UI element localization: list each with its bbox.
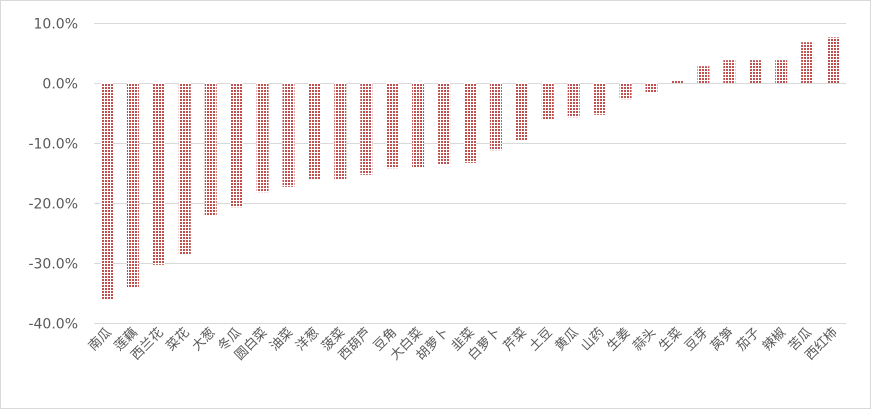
x-category-label: 菜花: [163, 325, 193, 355]
x-category-label: 黄瓜: [553, 325, 582, 354]
x-category-label: 南瓜: [85, 325, 115, 355]
bars: [101, 37, 839, 299]
bar: [515, 83, 528, 140]
bar: [204, 83, 217, 215]
y-tick-label: 10.0%: [34, 17, 78, 33]
bar: [412, 83, 425, 167]
y-tick-label: -10.0%: [28, 137, 78, 153]
bar: [178, 83, 191, 254]
bar: [645, 83, 658, 93]
bar: [567, 83, 580, 118]
x-category-label: 土豆: [527, 325, 556, 354]
bar: [386, 83, 399, 169]
x-category-label: 辣椒: [760, 325, 789, 354]
x-category-label: 洋葱: [293, 325, 322, 354]
bar: [775, 60, 788, 83]
bar: [308, 83, 321, 179]
bar: [749, 60, 762, 83]
x-axis-category-labels: 南瓜莲藕西兰花菜花大葱冬瓜圆白菜油菜洋葱菠菜西葫芦豆角大白菜胡萝卜韭菜白萝卜芹菜…: [85, 325, 841, 364]
bar: [697, 66, 710, 83]
bar: [593, 83, 606, 115]
bar: [101, 83, 113, 299]
x-category-label: 生姜: [604, 325, 633, 354]
bar: [152, 83, 165, 265]
x-category-label: 油菜: [267, 325, 296, 354]
x-category-label: 豆芽: [682, 325, 711, 354]
bar: [230, 83, 243, 208]
bar: [671, 80, 684, 83]
bar: [489, 83, 502, 151]
gridlines: [94, 23, 846, 324]
bar: [464, 83, 476, 163]
bar: [360, 83, 373, 175]
y-tick-label: -20.0%: [28, 197, 78, 213]
bar: [282, 83, 295, 187]
bar: [334, 83, 347, 179]
bar: [438, 83, 451, 165]
x-category-label: 芹菜: [501, 325, 530, 354]
y-tick-label: 0.0%: [42, 77, 78, 93]
y-axis-tick-labels: 10.0% 0.0% -10.0% -20.0% -30.0% -40.0%: [28, 17, 78, 333]
x-category-label: 大葱: [190, 325, 219, 354]
x-category-label: 蒜头: [630, 325, 659, 354]
bar: [619, 83, 632, 100]
bar: [256, 83, 269, 193]
y-tick-label: -40.0%: [28, 317, 78, 333]
bar: [827, 37, 839, 83]
x-category-label: 茄子: [734, 325, 763, 354]
x-category-label: 莴笋: [707, 325, 737, 355]
y-tick-label: -30.0%: [28, 257, 78, 273]
bar: [801, 42, 814, 83]
x-category-label: 生菜: [656, 325, 685, 354]
x-category-label: 山药: [579, 325, 608, 354]
bar: [723, 60, 736, 83]
bar: [126, 83, 139, 287]
bar: [541, 83, 554, 119]
